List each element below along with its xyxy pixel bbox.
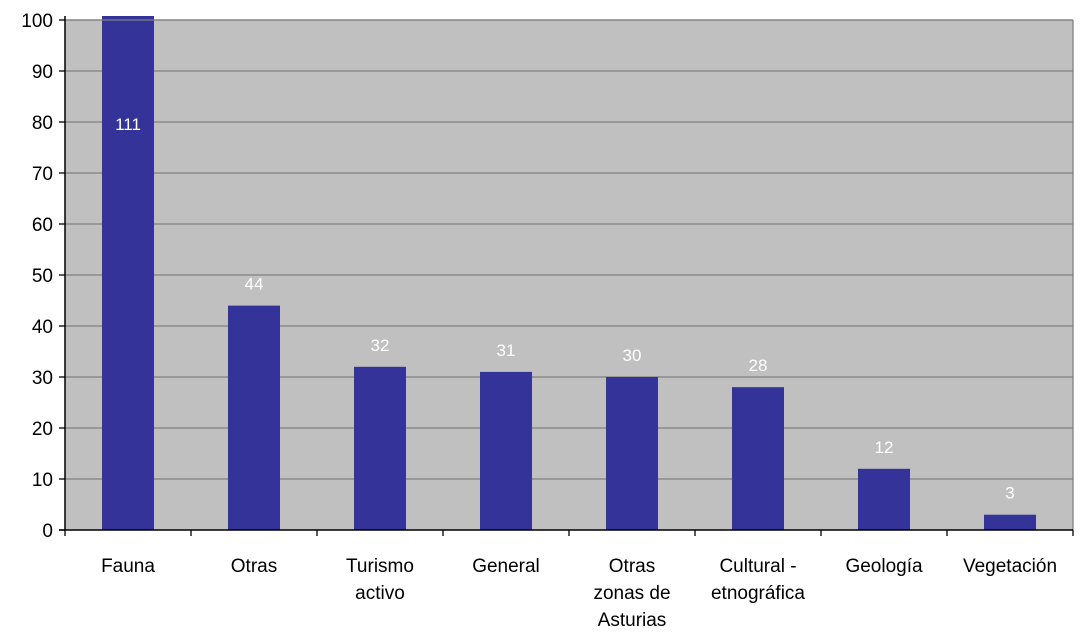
data-labels: 111 44 32 31 30 28 12 3	[115, 115, 1015, 503]
y-tick-label: 90	[32, 62, 53, 83]
x-category-label: Otras	[609, 556, 655, 577]
x-category-label: General	[472, 556, 540, 577]
data-label: 30	[623, 346, 642, 365]
x-category-label: etnográfica	[711, 583, 805, 604]
x-category-label: Asturias	[598, 610, 667, 631]
bar	[228, 305, 280, 530]
y-tick-label: 40	[32, 317, 53, 338]
bar	[984, 514, 1036, 530]
bar	[354, 366, 406, 530]
x-category-label: zonas de	[593, 583, 670, 604]
x-category-label: Otras	[231, 556, 277, 577]
data-label: 31	[497, 341, 516, 360]
y-tick-label: 100	[21, 11, 53, 32]
y-tick-label: 70	[32, 164, 53, 185]
data-label: 3	[1005, 484, 1014, 503]
data-label: 32	[371, 336, 390, 355]
bars	[102, 16, 1036, 530]
x-category-label: Geología	[845, 556, 923, 577]
y-tick-label: 20	[32, 419, 53, 440]
axes	[59, 16, 1074, 536]
y-tick-label: 60	[32, 215, 53, 236]
x-category-label: Cultural -	[719, 556, 796, 577]
y-tick-label: 30	[32, 368, 53, 389]
data-label: 12	[875, 438, 894, 457]
bar	[606, 377, 658, 530]
x-category-label: Vegetación	[963, 556, 1057, 577]
bar	[858, 468, 910, 530]
data-label: 28	[749, 356, 768, 375]
bar	[102, 16, 154, 530]
y-tick-label: 80	[32, 113, 53, 134]
x-category-label: Turismo	[346, 556, 414, 577]
y-tick-label: 0	[42, 521, 53, 542]
data-label: 44	[245, 275, 264, 294]
x-category-label: activo	[355, 583, 405, 604]
x-axis-category-labels: Fauna Otras Turismo activo General Otras zonas…	[101, 556, 1057, 631]
x-category-label: Fauna	[101, 556, 155, 577]
bar	[480, 371, 532, 530]
y-tick-label: 10	[32, 470, 53, 491]
data-label: 111	[115, 115, 141, 134]
y-axis-tick-labels: 0 10 20 30 40 50 60 70 80 90 100	[21, 11, 53, 542]
y-tick-label: 50	[32, 266, 53, 287]
bar	[732, 387, 784, 530]
